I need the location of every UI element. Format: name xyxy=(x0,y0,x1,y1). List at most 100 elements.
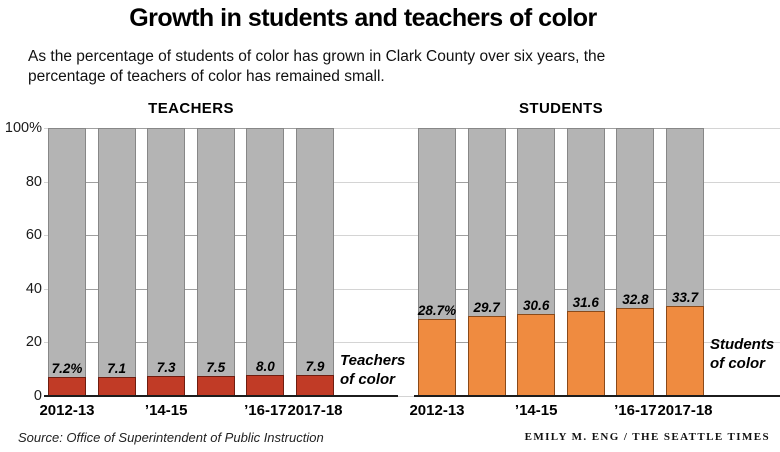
panel-header-students: STUDENTS xyxy=(518,100,604,117)
bar-teachers-0 xyxy=(48,376,86,396)
gap-gridline-tick xyxy=(234,235,247,237)
gap-gridline-tick xyxy=(284,235,296,237)
gap-gridline-tick xyxy=(505,288,518,290)
gap-gridline-tick xyxy=(555,128,567,129)
gridline-60 xyxy=(44,235,780,237)
gap-gridline-tick xyxy=(284,128,296,129)
bar-students-4 xyxy=(616,308,655,396)
gap-gridline-tick xyxy=(604,181,617,183)
y-axis-label-60: 60 xyxy=(25,227,42,244)
gap-gridline-tick xyxy=(234,128,247,129)
x-axis-label-teachers: 2017-18 xyxy=(287,402,343,419)
x-axis-label-students: ’14-15 xyxy=(514,402,558,419)
x-axis-baseline-0 xyxy=(44,395,398,397)
bar-teachers-2 xyxy=(147,376,186,396)
gap-gridline-tick xyxy=(604,288,617,290)
bar-teachers-5 xyxy=(296,374,334,396)
x-axis-label-students: ’16-17 xyxy=(614,402,657,419)
gap-gridline-tick xyxy=(86,181,98,183)
bar-value-label-teachers-4: 8.0 xyxy=(256,358,275,374)
gap-gridline-tick xyxy=(284,288,296,290)
gap-gridline-tick xyxy=(284,342,296,344)
bar-students-0 xyxy=(418,319,456,396)
bar-teachers-1 xyxy=(97,376,136,396)
bar-remainder-teachers-3 xyxy=(196,128,235,396)
gap-gridline-tick xyxy=(86,235,98,237)
gap-gridline-tick xyxy=(86,342,98,344)
bar-teachers-3 xyxy=(196,375,235,396)
x-axis-label-teachers: ’16-17 xyxy=(244,402,287,419)
panel-header-teachers: TEACHERS xyxy=(148,100,234,117)
bar-value-label-students-4: 32.8 xyxy=(622,292,649,308)
gap-gridline-tick xyxy=(185,128,197,129)
gap-gridline-tick xyxy=(185,342,197,344)
gap-gridline-tick xyxy=(555,342,567,344)
y-axis-label-0: 0 xyxy=(33,388,42,404)
gap-gridline-tick xyxy=(604,342,617,344)
gap-gridline-tick xyxy=(234,342,247,344)
chart-subtitle: As the percentage of students of color h… xyxy=(28,48,606,85)
gap-gridline-tick xyxy=(284,181,296,183)
gap-gridline-tick xyxy=(135,342,148,344)
bar-value-label-teachers-3: 7.5 xyxy=(206,359,226,375)
gap-gridline-tick xyxy=(185,181,197,183)
gap-gridline-tick xyxy=(654,181,666,183)
credit-line: EMILY M. ENG / THE SEATTLE TIMES xyxy=(524,431,770,443)
bar-value-label-students-0: 28.7% xyxy=(417,303,457,319)
gap-gridline-tick xyxy=(555,288,567,290)
bar-remainder-teachers-4 xyxy=(246,128,285,396)
bar-students-1 xyxy=(467,316,506,396)
bar-students-5 xyxy=(666,305,704,396)
gridline-20 xyxy=(44,342,780,344)
gap-gridline-tick xyxy=(456,181,468,183)
bar-value-label-students-1: 29.7 xyxy=(473,300,500,316)
gap-gridline-tick xyxy=(185,235,197,237)
gap-gridline-tick xyxy=(135,288,148,290)
gap-gridline-tick xyxy=(456,342,468,344)
gap-gridline-tick xyxy=(555,235,567,237)
bar-remainder-teachers-0 xyxy=(48,128,86,396)
gap-gridline-tick xyxy=(234,181,247,183)
gap-gridline-tick xyxy=(86,288,98,290)
bar-value-label-students-5: 33.7 xyxy=(671,289,699,305)
side-label-teachers-of-color: Teachers of color xyxy=(340,352,406,388)
y-axis-label-100: 100% xyxy=(4,120,42,136)
gap-gridline-tick xyxy=(505,235,518,237)
bar-remainder-teachers-1 xyxy=(97,128,136,396)
gap-gridline-tick xyxy=(185,288,197,290)
chart-title: Growth in students and teachers of color xyxy=(129,4,597,32)
gap-gridline-tick xyxy=(604,235,617,237)
bar-value-label-students-3: 31.6 xyxy=(572,295,599,311)
gap-gridline-tick xyxy=(505,181,518,183)
x-axis-label-teachers: ’14-15 xyxy=(144,402,188,419)
x-axis-label-students: 2017-18 xyxy=(657,402,713,419)
x-axis-label-students: 2012-13 xyxy=(409,402,465,419)
gap-gridline-tick xyxy=(604,128,617,129)
gap-gridline-tick xyxy=(456,235,468,237)
y-axis-label-20: 20 xyxy=(25,334,42,351)
bar-students-3 xyxy=(566,311,605,396)
gap-gridline-tick xyxy=(234,288,247,290)
gap-gridline-tick xyxy=(505,128,518,129)
gap-gridline-tick xyxy=(555,181,567,183)
gap-gridline-tick xyxy=(456,288,468,290)
gap-gridline-tick xyxy=(456,128,468,129)
gap-gridline-tick xyxy=(135,235,148,237)
gap-gridline-tick xyxy=(135,181,148,183)
x-axis-label-teachers: 2012-13 xyxy=(39,402,95,419)
bar-value-label-teachers-2: 7.3 xyxy=(156,360,176,376)
bar-value-label-teachers-5: 7.9 xyxy=(305,358,325,374)
y-axis-label-80: 80 xyxy=(25,173,42,190)
bar-teachers-4 xyxy=(246,374,285,396)
gridline-80 xyxy=(44,181,780,183)
gap-gridline-tick xyxy=(654,288,666,290)
gap-gridline-tick xyxy=(505,342,518,344)
bar-value-label-teachers-0: 7.2% xyxy=(51,360,83,376)
gap-gridline-tick xyxy=(654,342,666,344)
source-note: Source: Office of Superintendent of Publ… xyxy=(18,430,324,445)
bar-value-label-teachers-1: 7.1 xyxy=(107,360,126,376)
gridline-100 xyxy=(44,128,780,129)
x-axis-baseline-1 xyxy=(414,395,780,397)
